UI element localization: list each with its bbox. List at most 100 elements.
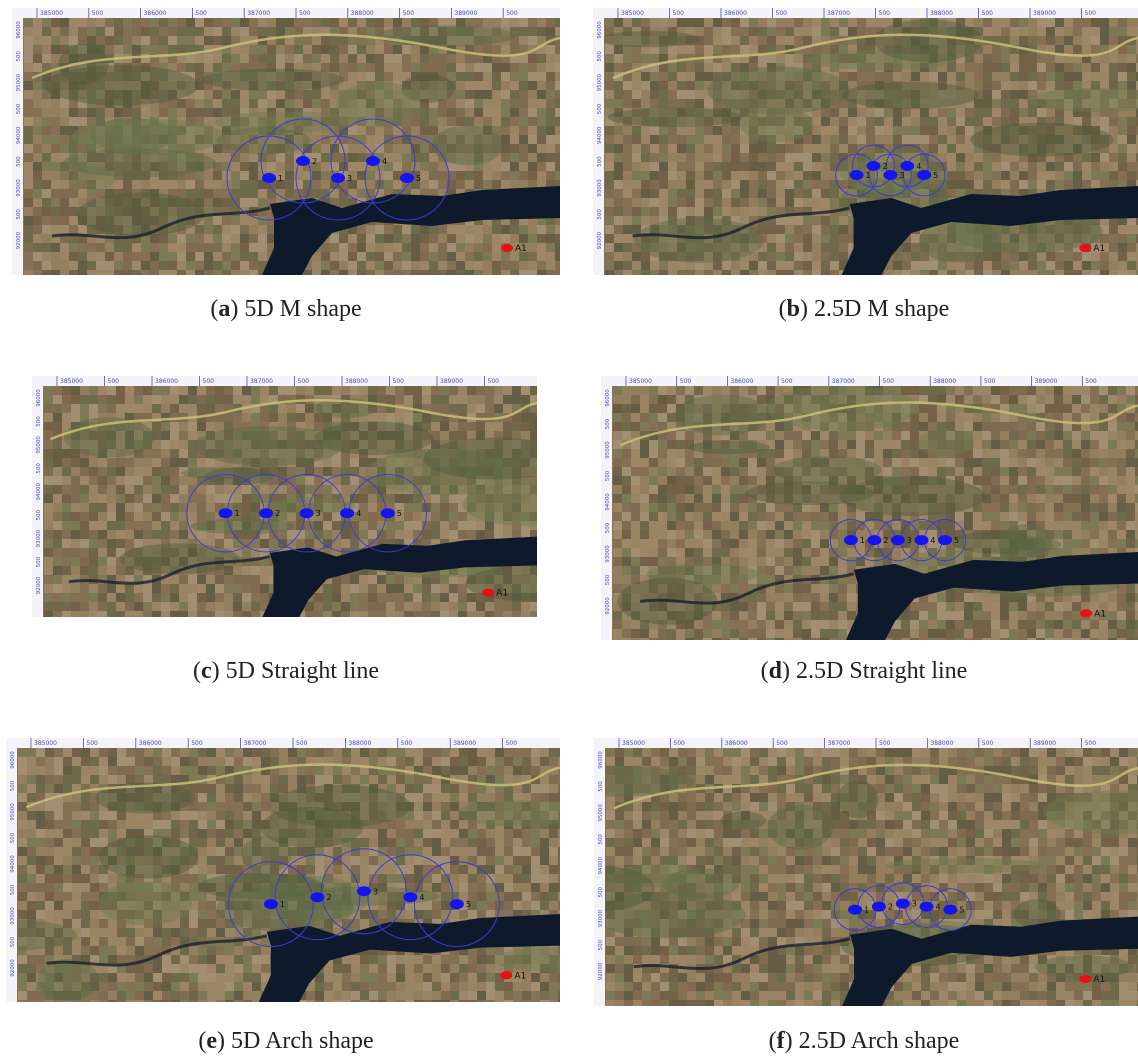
- road-line: [620, 401, 1138, 447]
- ruler-tick-label: 500: [195, 10, 207, 17]
- ruler-tick-label: 500: [883, 378, 895, 385]
- ruler-side-label: 92000: [16, 231, 22, 249]
- sensor-node: [403, 892, 418, 903]
- ruler-tick-label: 500: [673, 740, 685, 747]
- ruler-tick-label: 500: [506, 10, 518, 17]
- coverage-circle: [274, 854, 361, 941]
- target-marker: A1: [482, 588, 508, 599]
- ruler-tick-label: 387000: [832, 378, 855, 385]
- ruler-tick-label: 388000: [345, 378, 368, 385]
- map-svg: 385000 500 386000 500 387000 500 388000 500 3890…: [32, 376, 537, 617]
- ruler-side-label: 96000: [598, 751, 604, 769]
- sensor-node: [259, 508, 274, 519]
- ruler-tick-label: 385000: [34, 740, 57, 747]
- map-a: 385000 500 386000 500 387000 500 388000 500 3890…: [12, 8, 560, 275]
- sensor-node: [356, 886, 371, 897]
- map-b: 385000 500 386000 500 387000 500 388000 500 3890…: [593, 8, 1138, 275]
- sensor-node: [340, 508, 355, 519]
- caption-text: 2.5D Arch shape: [798, 1028, 960, 1054]
- ruler-side-label: 95000: [36, 436, 42, 454]
- ruler-tick-label: 388000: [930, 10, 953, 17]
- ruler-side-label: 500: [598, 781, 604, 792]
- road-line: [49, 398, 537, 441]
- target-marker: A1: [501, 244, 527, 254]
- target-marker: A1: [500, 971, 526, 981]
- coordinate-ruler-top: 385000 500 386000 500 387000 500 388000 500 3890…: [601, 376, 1138, 386]
- marker-label: A1: [515, 244, 527, 254]
- sensor-node: [943, 904, 958, 915]
- sensor-label: 5: [954, 536, 959, 545]
- sensor-node: [866, 161, 881, 171]
- road-line: [31, 33, 560, 80]
- ruler-side-label: 95000: [597, 73, 603, 91]
- ruler-tick-label: 387000: [250, 378, 273, 385]
- ruler-tick-label: 500: [776, 740, 788, 747]
- caption-text: 5D Arch shape: [231, 1028, 374, 1054]
- ruler-tick-label: 385000: [622, 740, 645, 747]
- sensor-node: [871, 901, 886, 912]
- ruler-tick-label: 387000: [827, 10, 850, 17]
- ruler-side-label: 92000: [36, 576, 42, 594]
- ruler-tick-label: 385000: [40, 10, 63, 17]
- sensor-node: [299, 508, 314, 519]
- ruler-side-label: 500: [597, 209, 603, 220]
- sensor-node: [848, 904, 863, 915]
- reservoir-water: [842, 916, 1138, 1006]
- ruler-tick-label: 500: [296, 740, 308, 747]
- coordinate-ruler-top: 385000 500 386000 500 387000 500 388000 500 3890…: [593, 8, 1138, 18]
- caption-letter: c: [201, 658, 212, 684]
- map-svg: 385000 500 386000 500 387000 500 388000 500 3890…: [593, 8, 1138, 275]
- ruler-tick-label: 388000: [933, 378, 956, 385]
- sensor-node: [296, 156, 310, 166]
- marker-label: A1: [1093, 975, 1105, 985]
- ruler-side-label: 500: [597, 51, 603, 62]
- sensor-label: 3: [912, 900, 917, 909]
- ruler-tick-label: 500: [879, 10, 891, 17]
- road-line: [613, 763, 1138, 810]
- map-svg: 385000 500 386000 500 387000 500 388000 500 3890…: [6, 738, 560, 1002]
- ruler-tick-label: 500: [298, 378, 310, 385]
- sensor-label: 4: [936, 903, 941, 912]
- river-line: [633, 937, 851, 971]
- ruler-side-label: 92000: [598, 962, 604, 980]
- ruler-side-label: 500: [605, 418, 611, 429]
- ruler-tick-label: 387000: [247, 10, 270, 17]
- coverage-circle: [260, 118, 346, 204]
- ruler-tick-label: 500: [401, 740, 413, 747]
- sensor-node: [917, 170, 932, 180]
- ruler-tick-label: 387000: [828, 740, 851, 747]
- coordinate-ruler-top: 385000 500 386000 500 387000 500 388000 500 3890…: [6, 738, 560, 748]
- ruler-side-label: 500: [10, 936, 16, 947]
- caption-text: 5D M shape: [244, 296, 362, 322]
- sensor-label: 3: [907, 536, 912, 545]
- sensor-node: [895, 898, 910, 909]
- ruler-side-label: 94000: [36, 483, 42, 501]
- coordinate-ruler-left: 96000 500 95000 500 94000 500 93000 500 92000: [593, 8, 604, 275]
- ruler-tick-label: 387000: [244, 740, 267, 747]
- coverage-circle: [364, 135, 450, 221]
- ruler-side-label: 500: [36, 416, 42, 427]
- ruler-tick-label: 500: [506, 740, 518, 747]
- sensor-node: [900, 161, 915, 171]
- ruler-tick-label: 500: [1085, 378, 1097, 385]
- sensor-label: 4: [356, 509, 361, 518]
- map-svg: 385000 500 386000 500 387000 500 388000 500 3890…: [12, 8, 560, 275]
- ruler-tick-label: 500: [776, 10, 788, 17]
- ruler-side-label: 96000: [16, 21, 22, 39]
- caption-letter: f: [776, 1028, 785, 1054]
- sensor-label: 1: [280, 900, 285, 909]
- sensor-node: [366, 156, 380, 166]
- caption-text: 2.5D Straight line: [796, 658, 968, 684]
- ruler-side-label: 93000: [605, 545, 611, 563]
- sensor-label: 4: [419, 893, 424, 902]
- ruler-side-label: 94000: [598, 857, 604, 875]
- ruler-side-label: 500: [16, 209, 22, 220]
- ruler-tick-label: 388000: [351, 10, 374, 17]
- ruler-tick-label: 500: [86, 740, 98, 747]
- ruler-side-label: 500: [605, 470, 611, 481]
- sensor-label: 2: [888, 903, 893, 912]
- caption-a: (a) 5D M shape: [210, 296, 362, 322]
- sensor-label: 1: [866, 171, 871, 180]
- ruler-tick-label: 389000: [453, 740, 476, 747]
- reservoir-water: [841, 186, 1138, 275]
